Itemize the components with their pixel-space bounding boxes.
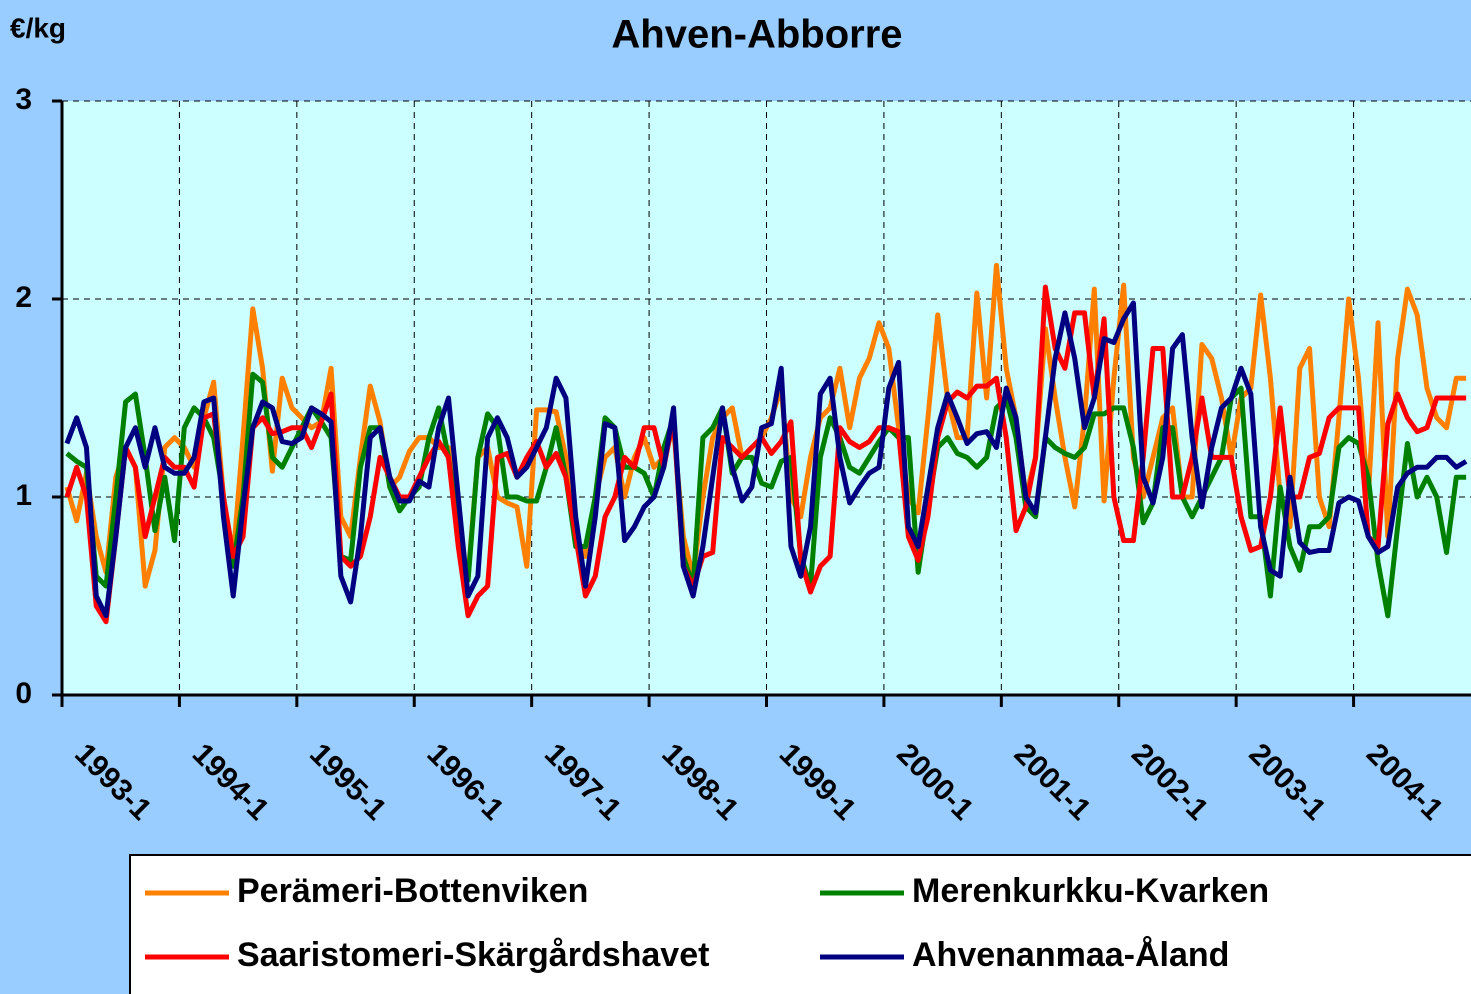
x-tick-label: 1995-1 [303, 737, 392, 826]
legend-label: Perämeri-Bottenviken [237, 872, 588, 910]
series-line [64, 284, 1467, 625]
legend [129, 854, 1471, 994]
x-tick-label: 2002-1 [1125, 737, 1214, 826]
y-tick-label: 1 [15, 479, 32, 512]
chart-title: Ahven-Abborre [611, 13, 902, 57]
y-tick-label: 2 [15, 281, 32, 314]
x-tick-label: 2000-1 [890, 737, 979, 826]
x-tick-label: 1998-1 [655, 737, 744, 826]
series-line [64, 300, 1468, 619]
x-tick-label: 1994-1 [186, 737, 275, 826]
y-tick-label: 3 [15, 83, 32, 116]
y-tick-label: 0 [15, 677, 32, 710]
x-tick-label: 1997-1 [538, 737, 627, 826]
legend-label: Merenkurkku-Kvarken [912, 872, 1269, 910]
x-tick-label: 2003-1 [1243, 737, 1332, 826]
x-tick-label: 1996-1 [421, 737, 510, 826]
x-tick-label: 2001-1 [1008, 737, 1097, 826]
x-tick-label: 2004-1 [1360, 737, 1449, 826]
x-tick-label: 1993-1 [68, 737, 157, 826]
legend-label: Saaristomeri-Skärgårdshavet [237, 936, 709, 974]
x-tick-label: 1999-1 [773, 737, 862, 826]
y-axis-label: €/kg [10, 12, 66, 43]
legend-label: Ahvenanmaa-Åland [912, 936, 1229, 974]
